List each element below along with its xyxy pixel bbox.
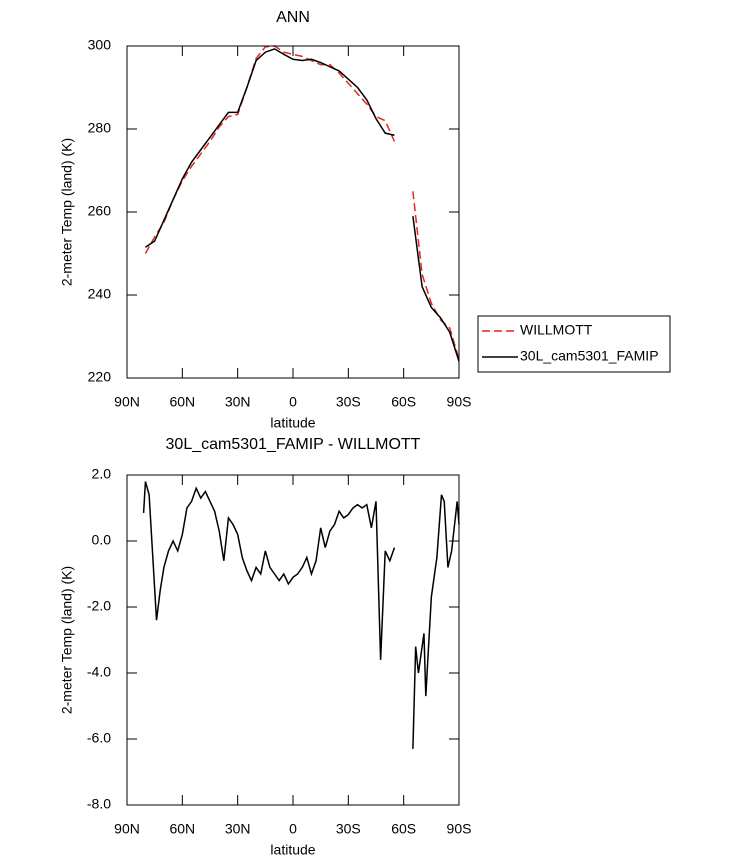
y-tick-label: -8.0 [87, 796, 111, 812]
x-tick-label: 30N [225, 394, 251, 410]
x-tick-label: 90N [114, 394, 140, 410]
y-tick-label: -6.0 [87, 730, 111, 746]
data-line [142, 481, 460, 749]
y-tick-label: 2.0 [92, 466, 112, 482]
x-tick-label: 0 [289, 821, 297, 837]
x-tick-label: 90N [114, 821, 140, 837]
x-tick-label: 60S [391, 394, 416, 410]
legend-label: WILLMOTT [520, 322, 593, 338]
y-tick-label: 300 [88, 37, 112, 53]
plot-frame [126, 474, 460, 806]
y-tick-label: 0.0 [92, 532, 112, 548]
y-tick-label: 220 [88, 369, 112, 385]
y-tick-label: -4.0 [87, 664, 111, 680]
x-tick-label: 0 [289, 394, 297, 410]
chart-title: 30L_cam5301_FAMIP - WILLMOTT [166, 436, 421, 453]
legend-box [477, 315, 671, 373]
y-tick-label: 240 [88, 286, 112, 302]
x-tick-label: 60S [391, 821, 416, 837]
plot-frame [126, 45, 460, 379]
x-tick-label: 30N [225, 821, 251, 837]
x-tick-label: 90S [447, 394, 472, 410]
legend-label: 30L_cam5301_FAMIP [520, 348, 659, 364]
y-tick-label: 280 [88, 120, 112, 136]
x-tick-label: 30S [336, 394, 361, 410]
data-line [145, 48, 460, 362]
chart-title: ANN [276, 9, 310, 26]
x-tick-label: 60N [169, 394, 195, 410]
x-axis-label: latitude [270, 415, 315, 431]
x-tick-label: 30S [336, 821, 361, 837]
x-tick-label: 60N [169, 821, 195, 837]
y-tick-label: -2.0 [87, 598, 111, 614]
y-axis-label: 2-meter Temp (land) (K) [59, 566, 75, 714]
y-axis-label: 2-meter Temp (land) (K) [59, 138, 75, 286]
data-line [144, 45, 460, 360]
x-axis-label: latitude [270, 842, 315, 858]
y-tick-label: 260 [88, 203, 112, 219]
x-tick-label: 90S [447, 821, 472, 837]
